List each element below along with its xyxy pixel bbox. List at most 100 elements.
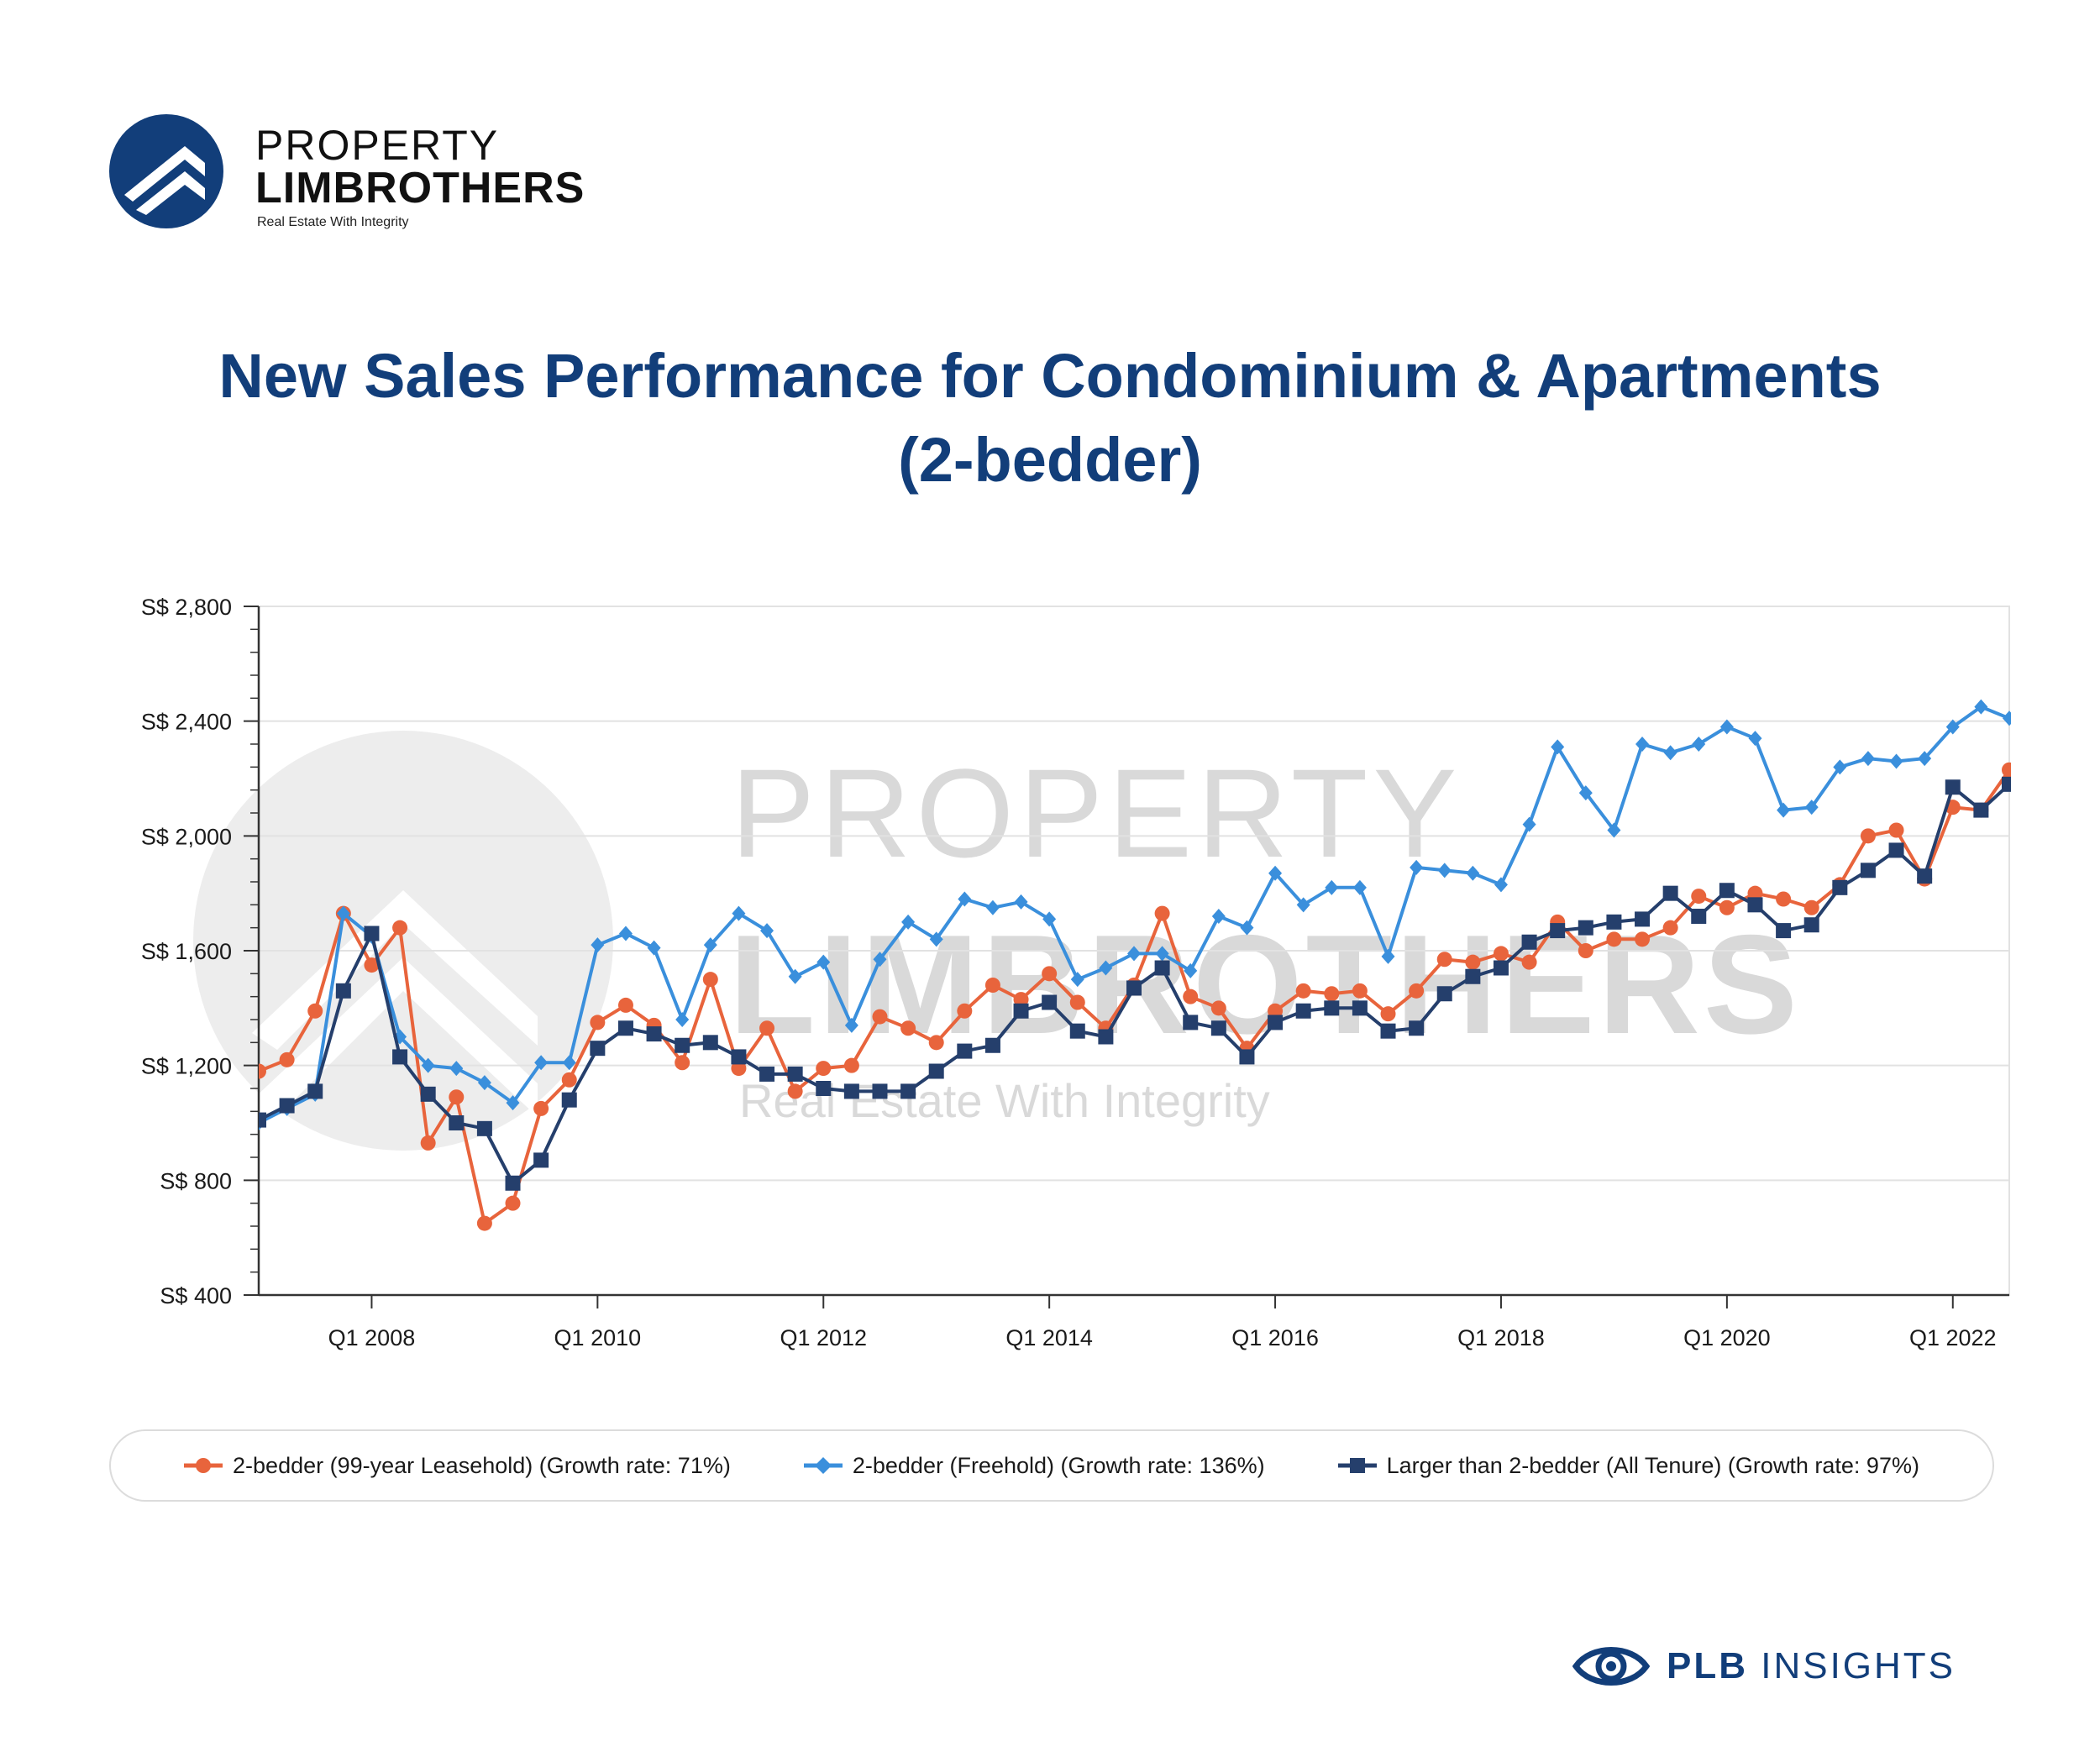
data-point bbox=[1155, 946, 1169, 962]
series-lines bbox=[259, 699, 2011, 1231]
data-point bbox=[675, 1012, 690, 1027]
data-point bbox=[1606, 931, 1622, 947]
data-point bbox=[1719, 899, 1735, 915]
data-point bbox=[1127, 946, 1141, 962]
data-point bbox=[1521, 934, 1537, 950]
chart-title-line1: New Sales Performance for Condominium & … bbox=[218, 341, 1882, 411]
data-point bbox=[1860, 828, 1876, 844]
house-roof-logo-icon bbox=[109, 114, 223, 228]
data-point bbox=[647, 940, 661, 956]
data-point bbox=[421, 1057, 435, 1073]
footer-label-strong: PLB bbox=[1667, 1645, 1748, 1686]
data-point bbox=[702, 972, 718, 988]
data-point bbox=[1154, 960, 1170, 976]
x-tick-label: Q1 2016 bbox=[1231, 1325, 1319, 1350]
data-point bbox=[1268, 1003, 1284, 1019]
data-point bbox=[1662, 920, 1678, 936]
data-point bbox=[335, 983, 351, 999]
data-point bbox=[731, 1049, 747, 1065]
data-point bbox=[1635, 911, 1651, 927]
data-point bbox=[307, 1003, 323, 1019]
data-point bbox=[279, 1098, 295, 1114]
brand-name-line2: LIMBROTHERS bbox=[255, 164, 585, 212]
data-point bbox=[958, 891, 972, 907]
data-point bbox=[1268, 865, 1283, 881]
data-point bbox=[1522, 816, 1536, 832]
y-tick-label: S$ 800 bbox=[160, 1168, 232, 1193]
data-point bbox=[279, 1051, 295, 1067]
data-point bbox=[533, 1152, 549, 1168]
data-point bbox=[1493, 946, 1509, 962]
legend-item-leasehold[interactable]: 2-bedder (99-year Leasehold) (Growth rat… bbox=[184, 1453, 731, 1479]
series-1 bbox=[259, 699, 2011, 1130]
data-point bbox=[1606, 914, 1622, 930]
data-point bbox=[1691, 889, 1707, 905]
data-point bbox=[1295, 983, 1311, 999]
data-point bbox=[506, 1095, 520, 1111]
data-point bbox=[957, 1043, 973, 1059]
data-point bbox=[1578, 785, 1593, 801]
data-point bbox=[703, 937, 717, 953]
y-tick-label: S$ 400 bbox=[160, 1283, 232, 1308]
data-point bbox=[843, 1083, 859, 1099]
data-point bbox=[1607, 822, 1621, 838]
data-point bbox=[618, 926, 633, 941]
data-point bbox=[787, 1083, 803, 1099]
data-point bbox=[561, 1072, 577, 1088]
data-point bbox=[590, 1015, 606, 1030]
data-point bbox=[1465, 954, 1481, 970]
data-point bbox=[1183, 1015, 1199, 1030]
data-point bbox=[1069, 994, 1085, 1010]
data-point bbox=[816, 1081, 832, 1096]
data-point bbox=[449, 1115, 465, 1130]
data-point bbox=[562, 1055, 576, 1071]
brand-name-line1: PROPERTY bbox=[255, 122, 500, 169]
data-point bbox=[1803, 899, 1819, 915]
data-point bbox=[873, 952, 887, 968]
data-point bbox=[1042, 911, 1057, 927]
data-point bbox=[760, 923, 774, 939]
legend-label-leasehold: 2-bedder (99-year Leasehold) (Growth rat… bbox=[233, 1452, 731, 1478]
data-point bbox=[534, 1055, 549, 1071]
watermark-line1: PROPERTY bbox=[731, 742, 1462, 884]
diamond-marker-icon bbox=[803, 1457, 843, 1474]
data-point bbox=[984, 1037, 1000, 1053]
data-point bbox=[816, 1061, 832, 1077]
legend-item-freehold[interactable]: 2-bedder (Freehold) (Growth rate: 136%) bbox=[803, 1453, 1265, 1479]
data-point bbox=[1662, 885, 1678, 901]
data-point bbox=[1013, 992, 1029, 1008]
data-point bbox=[307, 1083, 323, 1099]
data-point bbox=[476, 1120, 492, 1136]
data-point bbox=[984, 978, 1000, 993]
data-point bbox=[675, 1055, 690, 1071]
data-point bbox=[336, 905, 350, 921]
data-point bbox=[1409, 983, 1425, 999]
data-point bbox=[1268, 1015, 1284, 1030]
data-point bbox=[1748, 731, 1762, 747]
data-point bbox=[1211, 909, 1226, 924]
data-point bbox=[1719, 883, 1735, 899]
legend-label-larger: Larger than 2-bedder (All Tenure) (Growt… bbox=[1386, 1452, 1919, 1478]
data-point bbox=[1069, 1023, 1085, 1039]
eye-icon bbox=[1572, 1647, 1650, 1686]
data-point bbox=[476, 1215, 492, 1231]
data-point bbox=[1210, 1020, 1226, 1036]
data-point bbox=[1465, 968, 1481, 984]
data-point bbox=[1945, 779, 1961, 795]
chart-title-line2: (2-bedder) bbox=[898, 425, 1202, 495]
data-point bbox=[1126, 980, 1142, 996]
data-point bbox=[1098, 1029, 1114, 1045]
legend-item-larger[interactable]: Larger than 2-bedder (All Tenure) (Growt… bbox=[1337, 1452, 1919, 1479]
data-point bbox=[1325, 879, 1339, 895]
data-point bbox=[872, 1009, 888, 1025]
data-point bbox=[1239, 1049, 1255, 1065]
data-point bbox=[929, 931, 943, 947]
data-point bbox=[1380, 1023, 1396, 1039]
data-point bbox=[1352, 1000, 1368, 1016]
data-point bbox=[1776, 891, 1792, 907]
data-point bbox=[392, 920, 408, 936]
data-point bbox=[844, 1017, 858, 1033]
y-tick-label: S$ 2,400 bbox=[141, 710, 232, 735]
data-point bbox=[900, 1083, 916, 1099]
data-point bbox=[1381, 948, 1395, 964]
